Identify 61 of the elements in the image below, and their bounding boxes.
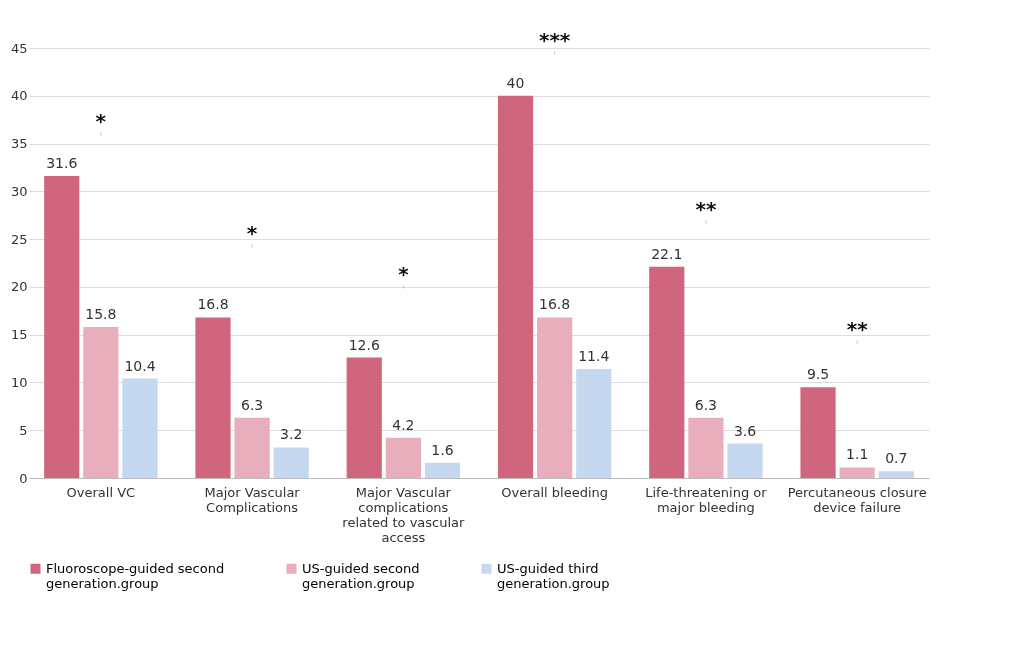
bar (83, 327, 119, 478)
data-label: 11.4 (578, 348, 610, 365)
data-label: 16.8 (539, 296, 571, 313)
data-label: 10.4 (124, 357, 156, 374)
bar (727, 443, 763, 478)
bar (385, 437, 421, 478)
data-label: 9.5 (806, 366, 830, 383)
legend-label: US-guided third generation.group (497, 560, 610, 591)
bar (878, 471, 914, 478)
bar (234, 417, 270, 478)
bar (537, 317, 573, 478)
y-tick-label: 15 (10, 327, 28, 343)
y-tick-label: 45 (10, 40, 28, 56)
bar (649, 266, 685, 478)
annotation: ** (695, 196, 717, 221)
bar (497, 95, 534, 478)
x-tick-label: Major Vascular complications related to vascular access (342, 484, 466, 545)
bar (122, 378, 158, 478)
data-label: 16.8 (197, 296, 229, 313)
data-label: 1.6 (431, 441, 454, 458)
data-label: 40 (506, 74, 525, 91)
y-tick-label: 30 (10, 183, 28, 199)
bar (44, 176, 80, 478)
data-label: 6.3 (240, 396, 264, 413)
x-tick-label: Major Vascular Complications (204, 484, 301, 515)
data-label: 12.6 (348, 336, 380, 353)
y-tick-label: 20 (10, 279, 28, 295)
data-label: 3.6 (733, 422, 757, 439)
y-tick-label: 25 (10, 231, 28, 247)
data-label: 1.1 (846, 446, 869, 463)
data-label: 22.1 (651, 245, 683, 262)
bar (273, 447, 309, 478)
data-label: 6.3 (694, 396, 718, 413)
bar (688, 417, 724, 478)
bar (346, 357, 382, 478)
bar (424, 462, 461, 478)
y-tick-label: 5 (19, 422, 28, 438)
y-tick-label: 40 (10, 88, 28, 104)
bar (195, 317, 231, 478)
y-tick-label: 10 (10, 374, 28, 390)
annotation: ** (846, 317, 869, 342)
annotation: *** (538, 27, 571, 52)
annotation: * (246, 220, 258, 245)
x-tick-label: Overall bleeding (501, 484, 609, 500)
bar (800, 387, 836, 478)
data-label: 3.2 (280, 426, 303, 443)
data-label: 4.2 (392, 416, 415, 433)
y-tick-label: 35 (10, 136, 28, 152)
bar (839, 467, 875, 478)
data-label: 31.6 (46, 155, 78, 172)
annotation: * (398, 261, 410, 286)
data-label: 0.7 (885, 450, 908, 467)
legend-label: US-guided second generation.group (302, 560, 420, 591)
y-tick-label: 0 (19, 470, 28, 486)
data-label: 15.8 (85, 306, 117, 323)
bar (576, 369, 612, 478)
x-tick-label: Overall VC (66, 484, 136, 500)
x-tick-label: Percutaneous closure device failure (787, 484, 927, 515)
annotation: * (95, 109, 107, 133)
legend-label: Fluoroscope-guided second generation.group (46, 560, 225, 591)
x-tick-label: Life-threatening or major bleeding (645, 484, 768, 515)
